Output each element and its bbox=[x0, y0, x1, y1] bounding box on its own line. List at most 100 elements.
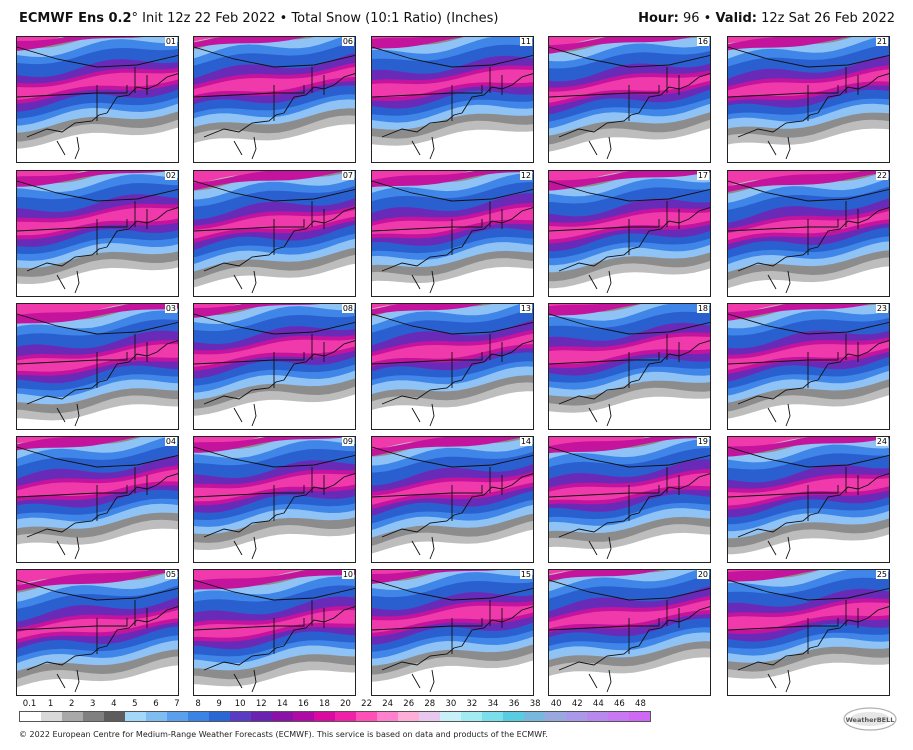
snow-map bbox=[17, 570, 178, 693]
snow-contour bbox=[194, 339, 355, 367]
map-boundary bbox=[737, 645, 819, 671]
snow-map bbox=[194, 570, 355, 693]
map-boundary bbox=[203, 246, 285, 272]
map-boundary bbox=[807, 85, 839, 121]
member-number: 17 bbox=[696, 171, 709, 180]
snow-map bbox=[549, 437, 710, 560]
map-boundary bbox=[381, 112, 463, 138]
map-boundary bbox=[17, 446, 178, 468]
map-boundary bbox=[451, 485, 483, 521]
snow-contour bbox=[549, 304, 641, 316]
snow-contour bbox=[194, 171, 346, 191]
legend-tick-label: 10 bbox=[234, 699, 246, 709]
legend-tick-label: 42 bbox=[571, 699, 583, 709]
snow-contour bbox=[372, 37, 464, 49]
map-boundary bbox=[17, 180, 178, 202]
snow-map bbox=[549, 570, 710, 693]
legend-swatch bbox=[314, 712, 335, 721]
snow-contour bbox=[728, 437, 864, 452]
map-boundary bbox=[461, 340, 533, 381]
map-boundary bbox=[26, 112, 108, 138]
member-panel: 01 bbox=[16, 36, 179, 163]
copyright-footer: © 2022 European Centre for Medium-Range … bbox=[19, 730, 548, 739]
snow-map bbox=[194, 37, 355, 160]
map-boundary bbox=[737, 379, 819, 405]
map-boundary bbox=[638, 473, 710, 514]
map-boundary bbox=[666, 67, 680, 95]
member-panel: 13 bbox=[371, 303, 534, 430]
legend-tick-label: 14 bbox=[276, 699, 288, 709]
snow-contour bbox=[728, 211, 889, 241]
legend-tick-label: 1 bbox=[47, 699, 54, 709]
map-boundary bbox=[728, 579, 889, 601]
legend-swatch bbox=[461, 712, 482, 721]
member-number: 19 bbox=[696, 437, 709, 446]
map-boundary bbox=[845, 334, 859, 362]
snow-map bbox=[728, 171, 889, 294]
map-boundary bbox=[273, 618, 305, 654]
snow-contour bbox=[549, 37, 692, 54]
map-boundary bbox=[767, 270, 791, 294]
map-boundary bbox=[311, 67, 325, 95]
member-number: 05 bbox=[164, 570, 177, 579]
map-boundary bbox=[233, 669, 257, 693]
map-boundary bbox=[845, 67, 859, 95]
snow-contour bbox=[194, 37, 306, 48]
snow-contour bbox=[728, 341, 889, 370]
map-boundary bbox=[106, 207, 178, 248]
map-boundary bbox=[372, 446, 533, 468]
snow-contour bbox=[17, 344, 178, 372]
map-boundary bbox=[549, 446, 710, 468]
snow-map bbox=[194, 171, 355, 294]
map-boundary bbox=[106, 473, 178, 514]
map-boundary bbox=[737, 246, 819, 272]
map-boundary bbox=[549, 46, 710, 68]
map-boundary bbox=[807, 485, 839, 521]
legend-tick-labels: 0.1 1 2 3 4 5 6 7 8 9 10 12 14 16 18 20 22 24 26 28 30 32 34 36… bbox=[19, 699, 651, 710]
snow-contour bbox=[372, 171, 533, 188]
model-name: ECMWF Ens 0.2 bbox=[19, 11, 132, 26]
map-boundary bbox=[728, 446, 889, 468]
snow-map bbox=[17, 304, 178, 427]
map-boundary bbox=[807, 219, 839, 255]
member-number: 06 bbox=[341, 37, 354, 46]
member-number: 23 bbox=[875, 304, 888, 313]
snow-map bbox=[728, 570, 889, 693]
snow-contour bbox=[17, 610, 178, 640]
hour-value: 96 bbox=[682, 11, 700, 26]
member-number: 04 bbox=[164, 437, 177, 446]
legend-swatch bbox=[62, 712, 83, 721]
member-panel: 09 bbox=[193, 436, 356, 563]
map-boundary bbox=[767, 136, 791, 160]
legend-swatch bbox=[272, 712, 293, 721]
snow-contour bbox=[728, 602, 889, 630]
legend-swatch bbox=[188, 712, 209, 721]
snow-contour bbox=[372, 475, 533, 505]
map-boundary bbox=[461, 207, 533, 248]
map-boundary bbox=[558, 645, 640, 671]
map-boundary bbox=[96, 85, 128, 121]
map-boundary bbox=[411, 403, 435, 427]
snow-contour bbox=[194, 437, 348, 453]
snow-contour bbox=[728, 478, 889, 506]
snow-contour bbox=[549, 599, 710, 629]
snow-contour bbox=[372, 304, 484, 315]
member-panel: 18 bbox=[548, 303, 711, 430]
legend-tick-label: 24 bbox=[382, 699, 394, 709]
chart-title: ECMWF Ens 0.2° Init 12z 22 Feb 2022 • To… bbox=[19, 11, 499, 26]
map-boundary bbox=[549, 492, 630, 498]
snow-map bbox=[372, 304, 533, 427]
map-boundary bbox=[203, 112, 285, 138]
legend-swatch bbox=[293, 712, 314, 721]
map-boundary bbox=[737, 112, 819, 138]
map-boundary bbox=[233, 536, 257, 560]
map-boundary bbox=[558, 379, 640, 405]
map-boundary bbox=[558, 512, 640, 538]
legend-swatch bbox=[524, 712, 545, 721]
map-boundary bbox=[451, 352, 483, 388]
map-boundary bbox=[461, 606, 533, 647]
snow-map bbox=[372, 570, 533, 693]
member-panel: 11 bbox=[371, 36, 534, 163]
snow-contour bbox=[17, 72, 178, 100]
map-boundary bbox=[96, 352, 128, 388]
